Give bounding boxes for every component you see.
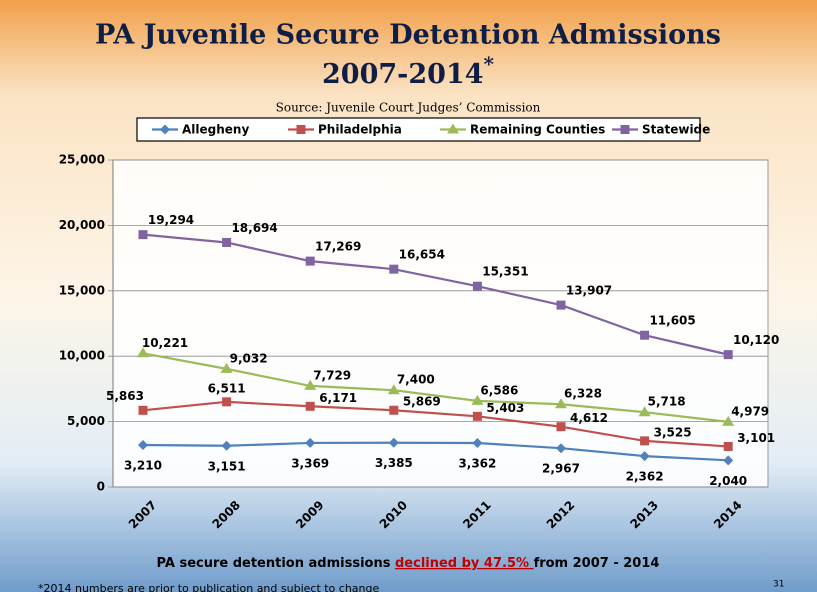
point [389, 264, 399, 274]
annotation-after: from 2007 - 2014 [534, 556, 660, 571]
data-label: 3,210 [124, 459, 162, 473]
point [472, 281, 482, 291]
point [387, 384, 400, 395]
y-tick-label: 15,000 [59, 283, 105, 297]
y-tick-label: 20,000 [59, 218, 105, 232]
data-label: 3,385 [375, 456, 413, 470]
annotation-highlight: declined by 47.5% [395, 556, 534, 571]
data-label: 6,511 [208, 381, 246, 395]
data-label: 9,032 [230, 351, 268, 365]
legend-label: Allegheny [182, 123, 249, 137]
point [220, 362, 233, 373]
point [472, 411, 482, 421]
point [555, 398, 567, 409]
point [639, 451, 650, 462]
point [305, 437, 316, 448]
data-label: 5,403 [486, 401, 524, 415]
data-label: 10,221 [142, 336, 188, 350]
point [222, 237, 232, 247]
data-label: 2,040 [709, 474, 747, 488]
data-label: 4,612 [570, 411, 608, 425]
point [221, 440, 232, 451]
data-label: 5,869 [403, 395, 441, 409]
data-label: 15,351 [482, 265, 528, 279]
series-line [142, 233, 729, 356]
series-line [142, 441, 729, 462]
data-label: 3,525 [654, 425, 692, 439]
legend-marker [447, 123, 459, 134]
data-label: 19,294 [148, 213, 194, 227]
data-label: 6,328 [564, 387, 602, 401]
data-label: 5,863 [106, 389, 144, 403]
title: PA Juvenile Secure Detention Admissions [95, 20, 721, 51]
page-number: 31 [773, 580, 784, 590]
point [138, 405, 148, 415]
legend-label: Statewide [642, 123, 710, 137]
data-label: 7,729 [313, 368, 351, 382]
point [388, 437, 399, 448]
title-mark: * [484, 52, 495, 76]
y-tick-label: 0 [97, 480, 105, 494]
y-tick-label: 5,000 [67, 414, 105, 428]
point [389, 405, 399, 415]
point [305, 256, 315, 266]
data-label: 6,586 [480, 383, 518, 397]
data-label: 13,907 [566, 284, 612, 298]
data-label: 7,400 [397, 373, 435, 387]
point [556, 300, 566, 310]
legend-label: Remaining Counties [470, 123, 605, 137]
annotation: PA secure detention admissions declined … [157, 556, 660, 571]
point [472, 438, 483, 449]
point [556, 422, 566, 432]
legend-marker [296, 125, 306, 134]
footnote: *2014 numbers are prior to publication a… [38, 582, 380, 592]
data-label: 2,967 [542, 462, 580, 476]
point [723, 350, 733, 360]
series-line [142, 352, 729, 423]
point [638, 406, 651, 417]
legend-marker [620, 125, 630, 134]
series-line [142, 400, 729, 448]
data-label: 3,369 [291, 456, 329, 470]
data-label: 6,171 [319, 391, 357, 405]
data-label: 5,718 [648, 395, 686, 409]
legend-marker [160, 124, 170, 135]
title-years: 2007-2014 [322, 59, 484, 90]
data-label: 11,605 [649, 314, 695, 328]
point [138, 230, 148, 240]
data-label: 3,151 [208, 459, 246, 473]
point [723, 455, 734, 466]
point [222, 397, 232, 407]
point [723, 441, 733, 451]
point [471, 394, 484, 405]
point [137, 347, 149, 358]
y-tick-label: 25,000 [59, 153, 105, 167]
point [640, 436, 650, 446]
point [640, 330, 650, 340]
title-line2: 2007-2014* [322, 52, 495, 90]
data-label: 17,269 [315, 240, 361, 254]
subtitle: Source: Juvenile Court Judges’ Commissio… [276, 101, 541, 115]
point [304, 379, 317, 390]
point [305, 401, 315, 411]
y-tick-label: 10,000 [59, 349, 105, 363]
data-label: 18,694 [231, 221, 277, 235]
annotation-before: PA secure detention admissions [157, 556, 395, 571]
data-label: 16,654 [399, 248, 445, 262]
legend-label: Philadelphia [318, 123, 402, 137]
data-label: 4,979 [731, 404, 769, 418]
legend-box [136, 117, 701, 142]
point [138, 440, 148, 451]
data-label: 3,362 [458, 457, 496, 471]
data-label: 2,362 [626, 470, 664, 484]
point [722, 415, 735, 426]
point [556, 443, 566, 454]
data-label: 10,120 [733, 333, 779, 347]
data-label: 3,101 [737, 431, 775, 445]
